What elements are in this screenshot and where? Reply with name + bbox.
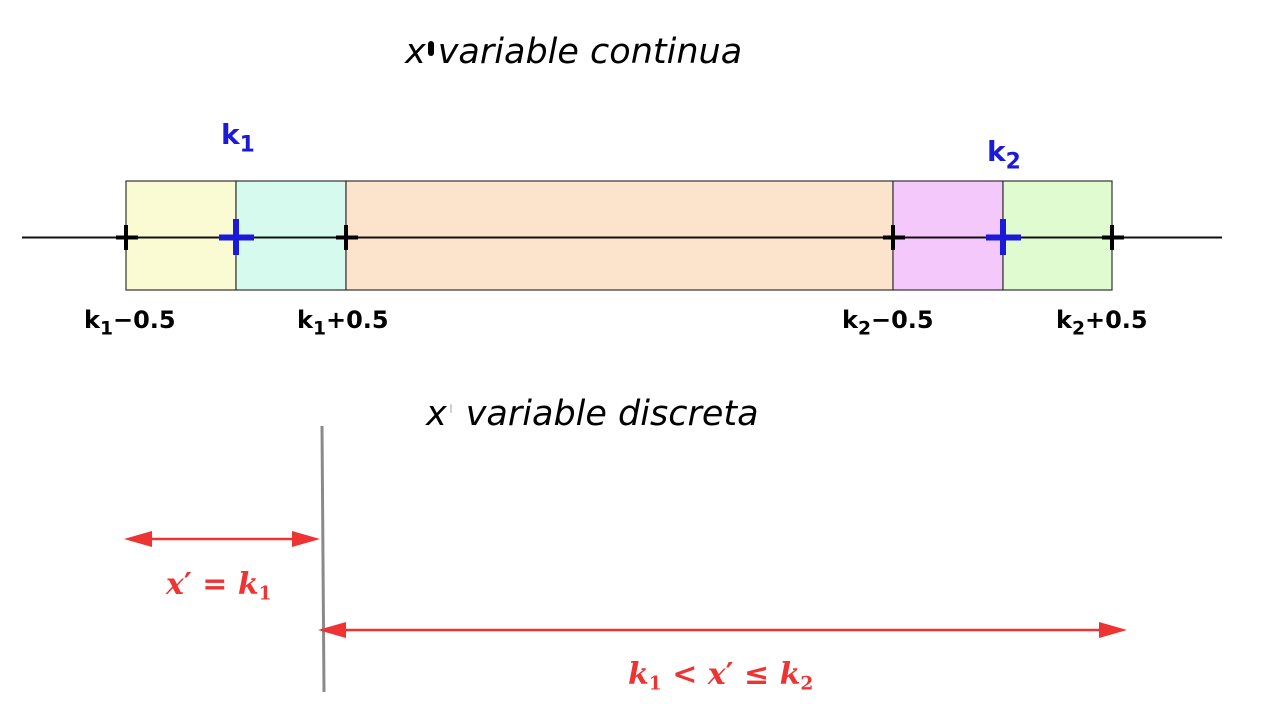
bound-k1-plus-offset: +0.5 — [325, 306, 389, 334]
bound-k2-minus-subscript: 2 — [857, 318, 871, 340]
point-label-k1-subscript: 1 — [239, 132, 255, 158]
bound-k1-plus-letter: k — [297, 306, 313, 334]
bound-k1-plus-subscript: 1 — [312, 318, 326, 340]
ineq-prime: ′ — [725, 657, 734, 692]
bound-k2-plus-letter: k — [1056, 306, 1072, 334]
point-marker-k2 — [986, 219, 1021, 255]
bound-tick-k1-plus — [336, 225, 358, 250]
interval-k2-upper — [1002, 180, 1113, 291]
bound-k2-minus-offset: −0.5 — [870, 306, 934, 334]
discrete-divider-line — [320, 425, 326, 693]
arrow-left-interval — [124, 531, 320, 547]
bound-tick-k2-minus — [883, 225, 905, 250]
point-label-k2-letter: k — [987, 135, 1006, 168]
ineq-k1-subscript: 1 — [648, 673, 662, 695]
eq-left-x: x — [166, 567, 184, 602]
bound-k1-minus-offset: −0.5 — [112, 306, 176, 334]
bound-label-k1-minus: k1−0.5 — [84, 306, 176, 340]
bound-tick-k1-minus — [116, 225, 138, 250]
faint-prime-mark-icon — [449, 404, 452, 413]
eq-left-equals: = — [191, 567, 238, 602]
eq-left-prime: ′ — [183, 567, 192, 602]
ineq-k2-subscript: 2 — [800, 673, 814, 695]
interval-middle — [345, 180, 894, 291]
ineq-less-than: < — [661, 657, 708, 692]
discrete-title-text: variable discreta — [465, 394, 759, 434]
inequality-k1-x-k2: k1 < x′ ≤ k2 — [628, 657, 813, 695]
equation-x-equals-k1: x′ = k1 — [166, 567, 272, 605]
point-label-k1: k1 — [221, 118, 255, 158]
bound-label-k1-plus: k1+0.5 — [297, 306, 389, 340]
bound-label-k2-plus: k2+0.5 — [1056, 306, 1148, 340]
ineq-x: x — [707, 657, 726, 692]
arrow-right-interval — [318, 622, 1127, 638]
eq-left-k: k — [237, 567, 259, 602]
bound-k1-minus-letter: k — [84, 306, 100, 334]
discrete-title-variable: x — [426, 394, 447, 434]
ineq-k2: k — [779, 657, 801, 692]
bound-tick-k2-plus — [1102, 225, 1124, 250]
point-label-k2-subscript: 2 — [1005, 149, 1021, 175]
continuous-title-variable: x — [405, 32, 426, 72]
point-label-k2: k2 — [987, 135, 1021, 175]
point-marker-k1 — [219, 219, 254, 255]
discrete-title: x variable discreta — [426, 394, 759, 434]
point-label-k1-letter: k — [221, 118, 240, 151]
continuous-title-text: variable continua — [437, 32, 743, 72]
ineq-k1: k — [628, 657, 649, 692]
eq-left-subscript: 1 — [258, 583, 272, 605]
bound-k2-plus-offset: +0.5 — [1084, 306, 1148, 334]
bound-k2-minus-letter: k — [842, 306, 858, 334]
continuous-title: x variable continua — [405, 32, 742, 72]
ineq-less-equal: ≤ — [733, 657, 780, 692]
prime-mark-icon — [427, 41, 434, 56]
bound-k1-minus-subscript: 1 — [99, 318, 113, 340]
bound-label-k2-minus: k2−0.5 — [842, 306, 934, 340]
bound-k2-plus-subscript: 2 — [1071, 318, 1085, 340]
